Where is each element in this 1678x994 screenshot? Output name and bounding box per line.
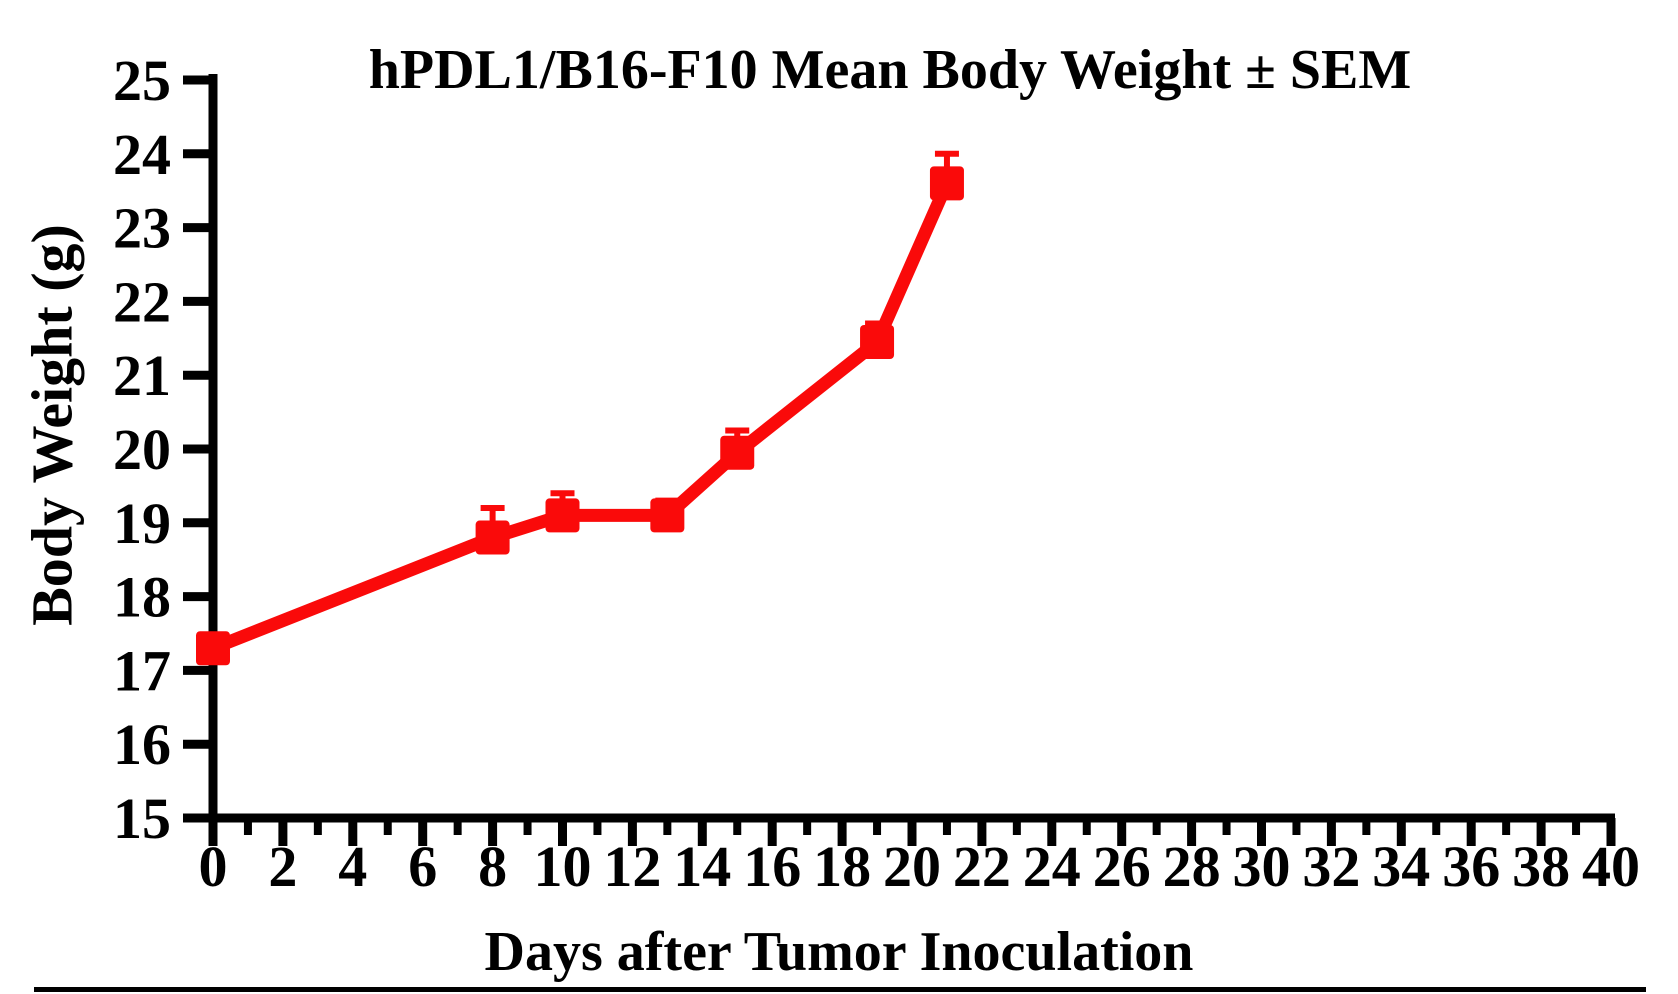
x-tick-label: 0: [199, 834, 228, 899]
x-tick-label: 10: [534, 834, 592, 899]
y-tick-label: 17: [113, 638, 171, 703]
chart-title: hPDL1/B16-F10 Mean Body Weight ± SEM: [368, 39, 1412, 101]
figure-bottom-rule: [34, 987, 1646, 992]
y-tick-label: 22: [113, 269, 171, 334]
x-tick-label: 28: [1163, 834, 1221, 899]
y-tick-label: 15: [113, 786, 171, 851]
data-point-marker: [196, 631, 230, 666]
x-tick-label: 16: [743, 834, 801, 899]
data-series-group: [196, 150, 964, 666]
x-tick-label: 14: [673, 834, 731, 899]
x-tick-label: 24: [1023, 834, 1081, 899]
data-point-marker: [650, 498, 685, 533]
y-tick-label: 25: [113, 48, 171, 113]
x-tick-label: 36: [1442, 834, 1500, 899]
y-tick-label: 19: [113, 491, 171, 556]
y-tick-label: 23: [113, 196, 171, 261]
x-tick-label: 32: [1302, 834, 1360, 899]
x-tick-label: 34: [1372, 834, 1430, 899]
y-tick-label: 16: [113, 712, 171, 777]
y-tick-label: 18: [113, 565, 171, 630]
ticks-group: [183, 75, 1616, 846]
y-tick-label: 20: [113, 417, 171, 482]
x-tick-label: 26: [1093, 834, 1151, 899]
data-point-marker: [475, 520, 510, 555]
x-tick-label: 40: [1582, 834, 1640, 899]
x-tick-label: 20: [883, 834, 941, 899]
axes-group: [193, 74, 1615, 823]
x-tick-label: 8: [478, 834, 507, 899]
data-point-marker: [929, 166, 964, 201]
data-series-line: [210, 180, 953, 655]
x-tick-label: 12: [603, 834, 661, 899]
x-tick-label: 18: [813, 834, 871, 899]
x-tick-label: 2: [268, 834, 297, 899]
x-tick-label: 6: [408, 834, 437, 899]
x-tick-label: 30: [1233, 834, 1291, 899]
data-point-marker: [860, 324, 895, 359]
x-tick-label: 4: [338, 834, 367, 899]
data-point-marker: [720, 435, 755, 470]
data-point-marker: [545, 498, 580, 533]
x-tick-label: 22: [953, 834, 1011, 899]
y-tick-label: 21: [113, 343, 171, 408]
x-tick-label: 38: [1512, 834, 1570, 899]
x-axis-title: Days after Tumor Inoculation: [484, 921, 1194, 983]
y-tick-label: 24: [113, 122, 171, 187]
